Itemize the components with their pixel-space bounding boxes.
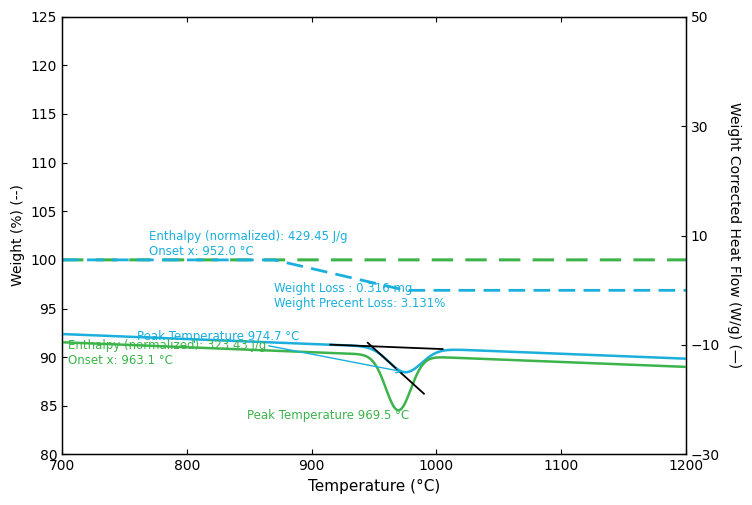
Y-axis label: Weight (%) (--): Weight (%) (--) bbox=[11, 185, 25, 286]
Text: Enthalpy (normalized): 323.43 J/g
Onset x: 963.1 °C: Enthalpy (normalized): 323.43 J/g Onset … bbox=[68, 339, 267, 367]
Text: Peak Temperature 969.5 °C: Peak Temperature 969.5 °C bbox=[247, 409, 409, 422]
Text: Weight Loss : 0.316 mg
Weight Precent Loss: 3.131%: Weight Loss : 0.316 mg Weight Precent Lo… bbox=[274, 282, 445, 310]
Y-axis label: Weight Corrected Heat Flow (W/g) (—): Weight Corrected Heat Flow (W/g) (—) bbox=[727, 103, 741, 369]
X-axis label: Temperature (°C): Temperature (°C) bbox=[308, 479, 440, 494]
Text: Peak Temperature 974.7 °C: Peak Temperature 974.7 °C bbox=[137, 330, 401, 373]
Text: Enthalpy (normalized): 429.45 J/g
Onset x: 952.0 °C: Enthalpy (normalized): 429.45 J/g Onset … bbox=[150, 230, 348, 258]
